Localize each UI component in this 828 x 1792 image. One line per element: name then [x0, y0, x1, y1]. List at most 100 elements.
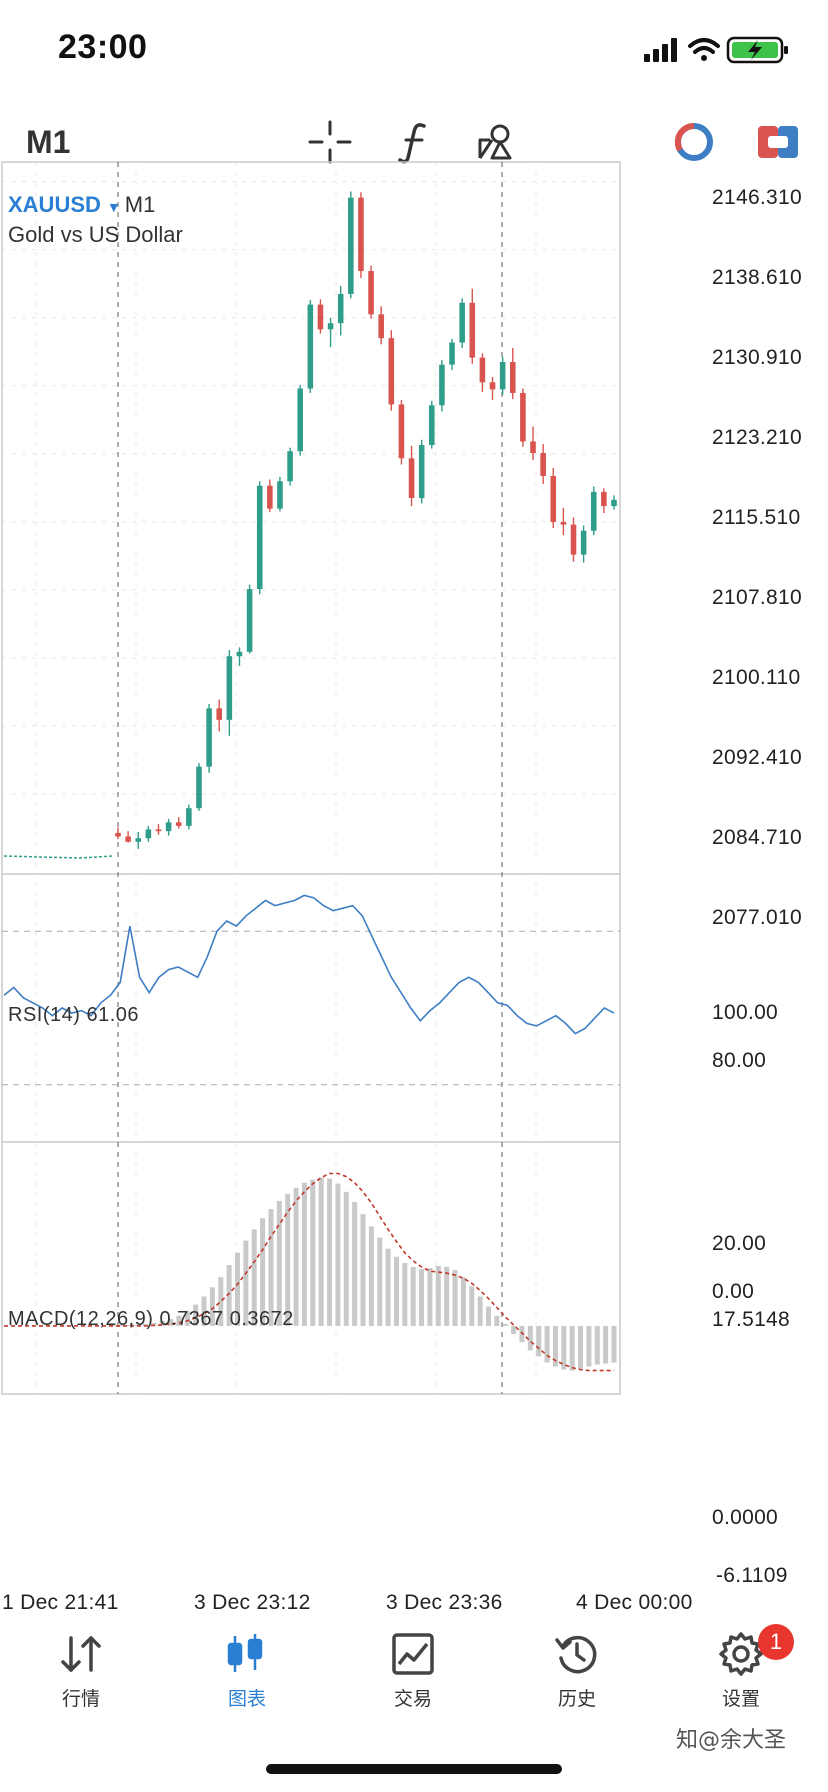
notification-badge: 1	[758, 1624, 794, 1660]
macd-bar	[243, 1240, 249, 1326]
macd-bar	[410, 1267, 416, 1326]
macd-bar	[552, 1325, 558, 1367]
macd-bar	[184, 1310, 190, 1326]
macd-bar	[310, 1179, 316, 1326]
price-axis-label: 2123.210	[712, 426, 802, 449]
macd-bar	[142, 1323, 148, 1326]
rsi-axis-label: 100.00	[712, 1001, 779, 1024]
macd-bar	[301, 1182, 307, 1326]
macd-bar	[251, 1229, 257, 1326]
tab-chart[interactable]: 图表	[192, 1630, 302, 1720]
tab-settings[interactable]: 设置 1	[686, 1624, 796, 1720]
macd-bar	[201, 1296, 207, 1326]
timeframe-button[interactable]: M1	[26, 124, 71, 160]
symbol-name[interactable]: XAUUSD	[8, 192, 101, 217]
macd-bar	[544, 1325, 550, 1363]
candle	[246, 589, 253, 652]
rsi-axis-label: 80.00	[712, 1049, 767, 1072]
status-bar: 23:00	[0, 0, 828, 100]
macd-bar	[159, 1320, 165, 1326]
candle	[267, 485, 273, 509]
price-axis-label: 2100.110	[712, 666, 801, 689]
candle	[256, 485, 263, 590]
tab-history[interactable]: 历史	[522, 1630, 632, 1720]
macd-bar	[318, 1177, 324, 1326]
macd-bar	[427, 1268, 433, 1326]
time-axis-label: 3 Dec 23:36	[386, 1591, 503, 1614]
macd-bar	[511, 1325, 517, 1335]
candle	[611, 499, 617, 507]
symbol-caret-icon[interactable]: ▼	[106, 199, 121, 215]
candle	[540, 453, 546, 476]
tab-history-label: 历史	[557, 1688, 596, 1710]
candle	[206, 708, 212, 767]
candle	[186, 808, 192, 826]
macd-bar	[285, 1193, 291, 1326]
trade-panel-icon[interactable]	[754, 118, 802, 166]
candle	[196, 766, 202, 809]
candle	[439, 364, 445, 406]
candle	[570, 524, 577, 555]
price-axis-label: 2084.710	[712, 826, 802, 849]
macd-bar	[477, 1296, 483, 1326]
one-click-trading-icon[interactable]	[670, 118, 718, 166]
candle	[145, 829, 152, 839]
macd-label: MACD(12,26,9) 0.7367 0.3672	[8, 1308, 294, 1330]
candle	[459, 302, 465, 343]
macd-bar	[527, 1325, 533, 1351]
candle	[175, 822, 182, 826]
macd-bar	[176, 1315, 182, 1326]
candle	[499, 362, 506, 390]
macd-bar	[460, 1277, 466, 1326]
objects-icon[interactable]	[472, 118, 520, 166]
macd-bar	[452, 1270, 458, 1326]
macd-bar	[586, 1325, 592, 1367]
macd-bar	[260, 1218, 266, 1326]
history-icon	[555, 1635, 597, 1674]
candle	[398, 404, 405, 459]
macd-axis-label: -6.1109	[716, 1564, 788, 1587]
chart-icon	[227, 1634, 263, 1672]
candle	[226, 656, 233, 720]
tab-trade-label: 交易	[393, 1688, 432, 1710]
macd-bar	[419, 1269, 425, 1326]
macd-bar	[276, 1200, 282, 1326]
macd-bar	[435, 1265, 441, 1326]
candle	[601, 491, 607, 507]
candle	[216, 708, 223, 720]
tab-quotes[interactable]: 行情	[26, 1630, 136, 1720]
crosshair-icon[interactable]	[306, 118, 354, 166]
macd-bar	[226, 1264, 232, 1326]
rsi-axis-label: 20.00	[712, 1232, 767, 1255]
candle	[368, 270, 374, 315]
macd-bar	[268, 1209, 274, 1326]
wifi-icon	[688, 38, 720, 61]
macd-bar	[126, 1324, 132, 1326]
macd-bar	[368, 1226, 374, 1326]
price-axis-label: 2107.810	[712, 586, 802, 609]
symbol-row[interactable]: XAUUSD ▼ M1	[8, 192, 155, 218]
macd-bar	[393, 1256, 399, 1326]
macd-bar	[611, 1325, 617, 1363]
tab-quotes-label: 行情	[61, 1688, 100, 1710]
macd-bar	[603, 1325, 609, 1364]
chart-canvas[interactable]	[0, 0, 828, 1620]
tab-chart-label: 图表	[227, 1688, 266, 1710]
time-axis-label: 3 Dec 23:12	[194, 1591, 311, 1614]
candle	[327, 323, 334, 330]
rsi-axis-label: 0.00	[712, 1280, 755, 1303]
macd-bar	[486, 1306, 491, 1326]
candle	[408, 458, 415, 499]
home-indicator[interactable]	[266, 1764, 562, 1774]
candle	[155, 829, 162, 832]
candle	[135, 838, 142, 842]
macd-bar	[594, 1325, 600, 1365]
tab-trade[interactable]: 交易	[358, 1630, 468, 1720]
candle	[530, 441, 536, 454]
symbol-description: Gold vs US Dollar	[8, 222, 183, 247]
macd-bar	[377, 1237, 383, 1326]
candle	[590, 491, 597, 531]
candle	[297, 388, 303, 452]
candle	[449, 342, 455, 365]
status-icons	[644, 36, 788, 64]
